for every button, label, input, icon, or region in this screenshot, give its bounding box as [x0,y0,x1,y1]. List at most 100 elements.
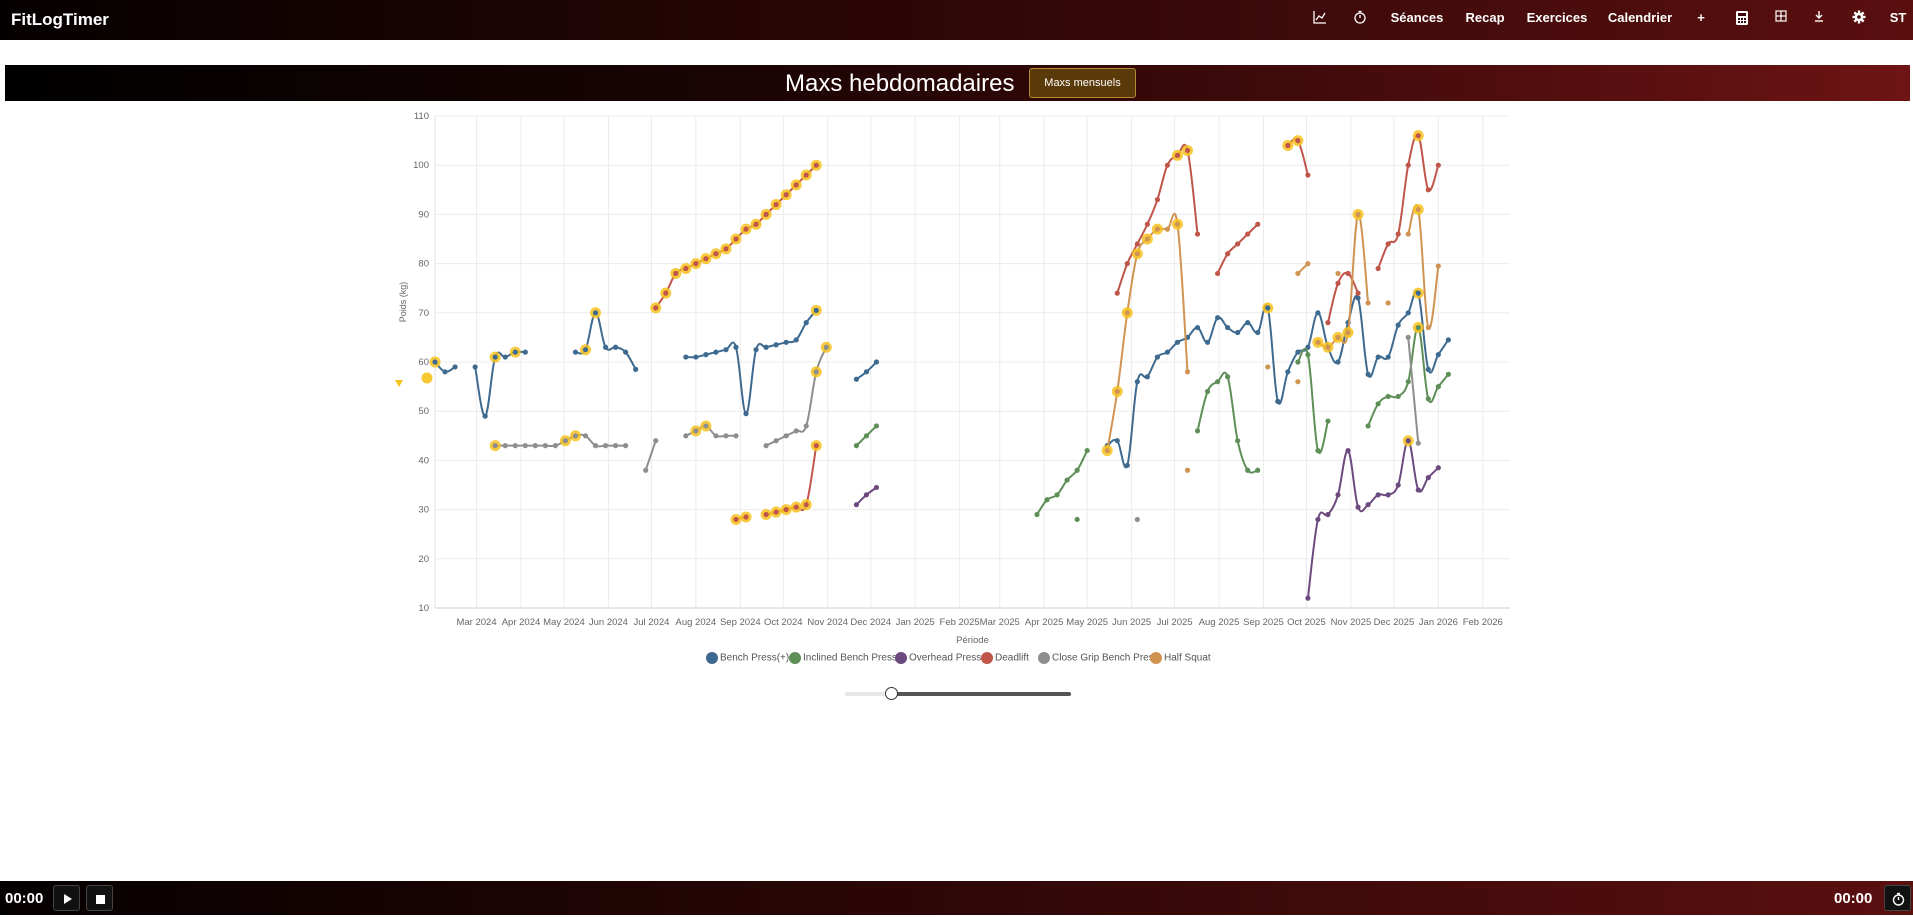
data-point [1225,251,1231,257]
data-point [1415,133,1421,139]
x-tick-label: Dec 2024 [850,617,891,628]
data-point [1144,221,1150,227]
gear-icon [1852,10,1866,24]
data-point [1194,231,1201,237]
x-tick-label: Apr 2024 [502,617,541,628]
nav-exercices[interactable]: Exercices [1526,10,1588,25]
data-point [1415,324,1421,331]
data-point [653,438,659,444]
nav-download-icon[interactable] [1813,0,1825,40]
legend-item[interactable]: Deadlift [981,652,1029,664]
data-point [1355,504,1361,510]
data-point [1345,447,1351,454]
data-point [1365,423,1371,429]
chart-legend: Bench Press(+) Inclined Bench Press Overhe… [0,652,1913,666]
y-tick-label: 40 [418,455,429,466]
data-point [1275,398,1281,404]
data-point [1194,324,1201,331]
data-point [1114,388,1120,395]
data-point [813,307,819,313]
data-point [793,337,799,343]
nav-seances[interactable]: Séances [1390,10,1444,25]
nav-calculator-icon[interactable] [1735,0,1749,40]
data-point [1255,221,1261,227]
x-tick-label: Jan 2026 [1419,617,1458,628]
slider-track-inactive [845,692,895,696]
data-point [1375,401,1381,407]
x-tick-label: Jun 2025 [1112,617,1151,628]
brand-logo[interactable]: FitLogTimer [11,10,109,29]
data-point [442,369,448,375]
data-point [1295,138,1301,144]
data-point [1345,270,1351,277]
data-point [1194,428,1201,434]
series-line [1116,143,1199,294]
data-point [1355,295,1361,301]
nav-chart-icon[interactable] [1313,0,1327,40]
slider-track-active [892,692,1071,696]
data-point [1405,231,1411,237]
rest-timer-button[interactable] [1884,885,1911,911]
data-point [1174,221,1181,227]
data-point [1074,516,1080,523]
data-point [1295,359,1301,365]
data-point [572,433,579,439]
data-point [1425,366,1431,372]
data-point [1305,261,1311,267]
legend-swatch [895,652,907,664]
x-axis-label: Période [956,635,989,646]
data-point [1144,374,1150,380]
stop-button[interactable] [86,885,113,911]
y-tick-label: 50 [418,406,429,417]
data-point [592,443,599,449]
stopwatch-icon [1892,892,1905,906]
data-point [452,364,458,370]
series-line [1377,133,1440,269]
legend-item[interactable]: Half Squat [1150,652,1211,664]
slider-handle[interactable] [885,687,898,700]
download-icon [1815,11,1823,22]
play-button[interactable] [53,885,80,911]
nav-calendrier[interactable]: Calendrier [1607,10,1673,25]
data-point [753,221,759,227]
data-point [1415,440,1421,446]
legend-item[interactable]: Inclined Bench Press [789,652,897,664]
data-point [1265,305,1271,311]
time-range-slider[interactable] [845,687,1071,700]
data-point [723,347,729,353]
data-point [1325,344,1331,350]
data-point [562,438,569,444]
nav-settings-icon[interactable] [1852,0,1866,40]
data-point [1184,467,1191,473]
monthly-max-toggle-button[interactable]: Maxs mensuels [1029,68,1136,98]
legend-swatch [981,652,993,664]
data-point [713,349,719,355]
legend-item[interactable]: Close Grip Bench Press [1038,652,1159,664]
data-point [863,492,870,498]
nav-timer-icon[interactable] [1353,0,1367,40]
data-point [1375,265,1381,272]
x-tick-label: Feb 2025 [940,617,980,628]
legend-item[interactable]: Overhead Press [895,652,981,664]
data-point [542,443,548,449]
legend-label: Overhead Press [909,652,982,664]
nav-grid-icon[interactable] [1775,0,1787,40]
data-point [803,172,809,178]
data-point [763,344,769,350]
data-point [1335,492,1341,498]
data-point [1425,475,1431,481]
nav-user[interactable]: ST [1889,10,1907,25]
data-point [763,511,769,518]
data-point [773,201,779,208]
data-point [743,411,749,417]
data-point [432,359,438,365]
data-point [713,251,719,257]
x-tick-label: Jun 2024 [589,617,628,628]
legend-item[interactable]: Bench Press(+) [706,652,789,664]
data-point [1245,231,1251,237]
series-overhead-press [853,435,1441,601]
data-point [703,352,709,358]
nav-recap[interactable]: Recap [1465,10,1505,25]
nav-add[interactable]: + [1697,10,1705,25]
data-point [723,246,729,252]
